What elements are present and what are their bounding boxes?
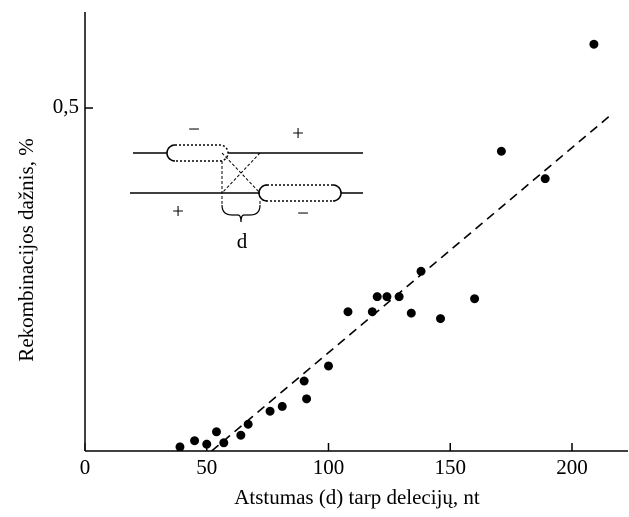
x-axis-label: Atstumas (d) tarp delecijų, nt: [234, 485, 480, 509]
x-tick-label: 150: [434, 455, 466, 479]
point: [302, 394, 312, 404]
point: [470, 294, 480, 304]
x-tick-label: 100: [313, 455, 345, 479]
y-axis-label: Rekombinacijos dažnis, %: [14, 138, 38, 361]
point: [372, 292, 382, 302]
point: [265, 406, 275, 416]
point: [367, 307, 377, 317]
x-tick-label: 200: [556, 455, 588, 479]
point: [243, 419, 253, 429]
point: [343, 307, 353, 317]
point: [211, 427, 221, 437]
point: [496, 146, 506, 156]
annotation: +: [172, 199, 184, 223]
point: [436, 314, 446, 324]
point: [394, 292, 404, 302]
x-tick-label: 0: [80, 455, 91, 479]
annotation: +: [292, 121, 304, 145]
point: [406, 308, 416, 318]
point: [323, 361, 333, 371]
point: [236, 430, 246, 440]
point: [416, 266, 426, 276]
point: [540, 174, 550, 184]
inset-diagram: [130, 144, 363, 223]
point: [589, 39, 599, 49]
y-tick-label: 0,5: [53, 94, 79, 118]
point: [277, 401, 287, 411]
trend-line: [211, 114, 612, 452]
point: [382, 292, 392, 302]
point: [202, 439, 212, 449]
point: [219, 438, 229, 448]
x-tick-label: 50: [196, 455, 217, 479]
point: [190, 436, 200, 446]
annotation: −: [297, 201, 309, 225]
annotation: d: [237, 229, 248, 253]
point: [175, 442, 185, 452]
annotation: −: [188, 117, 200, 141]
point: [299, 376, 309, 386]
